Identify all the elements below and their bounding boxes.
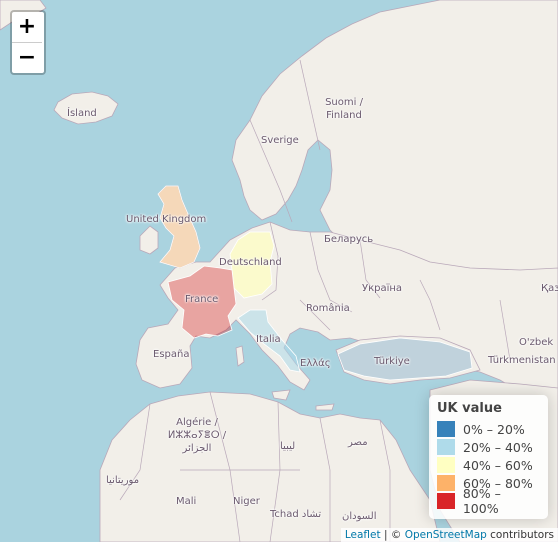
legend-swatch (437, 475, 455, 491)
legend-item: 80% – 100% (437, 486, 540, 516)
legend-item: 60% – 80% (437, 474, 540, 492)
label-island: Ísland (67, 108, 97, 119)
legend-label: 60% – 80% (463, 475, 533, 491)
anatolia-shape (335, 335, 481, 385)
label-romania: România (306, 303, 350, 314)
label-sudan: السودان (342, 511, 377, 522)
attribution-separator: | © (380, 529, 405, 541)
choropleth-turkey (337, 337, 473, 381)
label-misr: مصر (348, 437, 368, 448)
label-suomi: Suomi / Finland (320, 96, 368, 122)
label-tchad-arabic: تشاد (301, 509, 322, 520)
choropleth-germany (229, 231, 275, 299)
legend-swatch (437, 457, 455, 473)
label-libya: ليبيا (280, 441, 296, 452)
legend-label: 0% – 20% (463, 421, 525, 437)
label-ellas: Ελλάς (300, 358, 331, 369)
iceland-shape (53, 91, 119, 125)
choropleth-france (167, 265, 237, 339)
label-deutschland: Deutschland (219, 257, 282, 268)
label-mauritania: موريتانيا (106, 475, 140, 486)
label-tchad-latin: Tchad (270, 509, 299, 520)
osm-link[interactable]: OpenStreetMap (404, 529, 487, 541)
sardinia-shape (235, 345, 245, 367)
attribution: Leaflet | © OpenStreetMap contributors (340, 528, 558, 542)
label-turkiye: Türkiye (374, 356, 410, 367)
label-italia: Italia (256, 334, 281, 345)
ireland-shape (139, 225, 159, 255)
label-espana: España (153, 349, 190, 360)
label-mali: Mali (176, 496, 197, 507)
sicily-shape (271, 389, 291, 401)
legend-item: 40% – 60% (437, 456, 540, 474)
crete-shape (315, 403, 335, 411)
label-suomi-line1: Suomi / (325, 97, 363, 108)
label-algerie-line1: Algérie / (176, 417, 218, 428)
choropleth-italy (237, 309, 301, 373)
label-france: France (185, 294, 219, 305)
legend-swatch (437, 439, 455, 455)
label-ukraina: Україна (362, 283, 403, 294)
legend-swatch (437, 493, 455, 509)
label-belarus: Беларусь (324, 234, 374, 245)
label-kaz: Қаз (541, 283, 558, 294)
label-ozbek: O'zbek (519, 337, 554, 348)
legend-label: 40% – 60% (463, 457, 533, 473)
choropleth-uk (157, 185, 201, 269)
label-algerie: Algérie / ⵍⵣⵣⴰⵢⴻⵔ / الجزائر (164, 416, 230, 455)
legend-label: 20% – 40% (463, 439, 533, 455)
legend-title: UK value (437, 401, 502, 416)
legend-swatch (437, 421, 455, 437)
label-algerie-line3: الجزائر (182, 443, 212, 454)
label-sverige: Sverige (261, 135, 299, 146)
legend: UK value 0% – 20% 20% – 40% 40% – 60% 60… (429, 395, 548, 519)
leaflet-link[interactable]: Leaflet (344, 529, 381, 541)
label-uk: United Kingdom (126, 214, 207, 225)
label-turkmenistan: Türkmenistan (488, 355, 556, 366)
legend-item: 0% – 20% (437, 420, 540, 438)
zoom-out-button[interactable]: − (12, 42, 42, 73)
label-tchad: Tchad تشاد (270, 508, 321, 521)
label-suomi-line2: Finland (326, 110, 362, 121)
zoom-in-button[interactable]: + (17, 14, 37, 39)
zoom-control: + − (10, 10, 46, 75)
label-algerie-line2: ⵍⵣⵣⴰⵢⴻⵔ / (167, 430, 227, 441)
attribution-suffix: contributors (486, 529, 554, 541)
label-niger: Niger (233, 496, 260, 507)
legend-item: 20% – 40% (437, 438, 540, 456)
legend-label: 80% – 100% (462, 486, 501, 516)
africa-shape (99, 391, 441, 542)
